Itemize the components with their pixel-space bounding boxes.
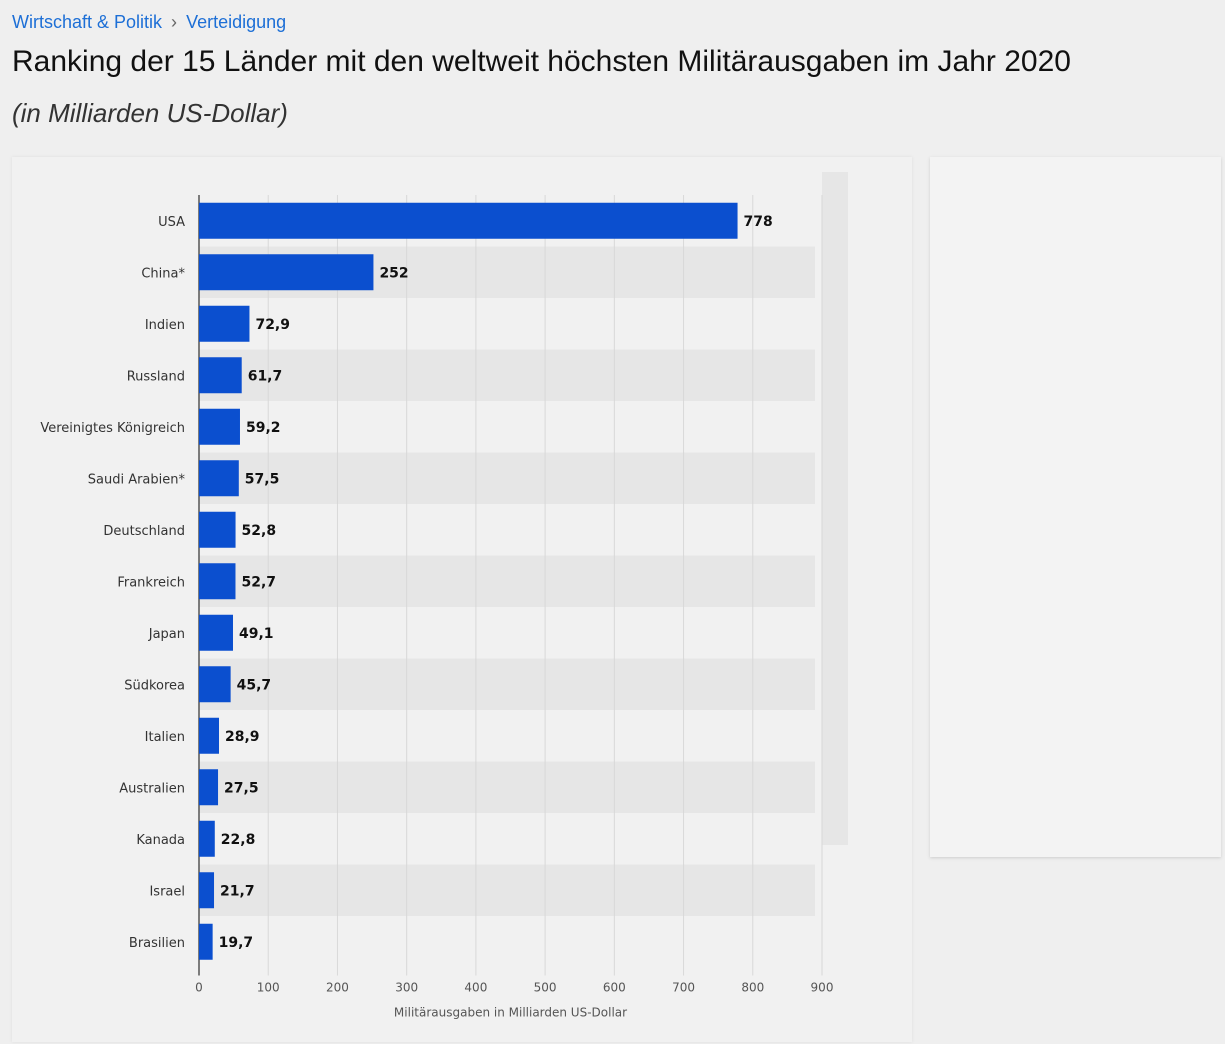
- value-label: 52,7: [241, 574, 276, 590]
- category-label: Vereinigtes Königreich: [40, 421, 185, 436]
- x-tick-label: 600: [603, 981, 626, 995]
- bar-1: [199, 254, 374, 291]
- bar-10: [199, 717, 220, 754]
- category-label: Indien: [145, 318, 185, 333]
- bar-14: [199, 923, 213, 960]
- page-title: Ranking der 15 Länder mit den weltweit h…: [12, 45, 1071, 78]
- page-subtitle: (in Milliarden US-Dollar): [12, 98, 288, 128]
- value-label: 52,8: [242, 523, 277, 539]
- breadcrumb-link-verteidigung[interactable]: Verteidigung: [186, 12, 287, 32]
- category-label: Südkorea: [124, 678, 185, 693]
- value-label: 49,1: [239, 626, 274, 642]
- x-tick-label: 400: [464, 981, 487, 995]
- breadcrumb-link-wirtschaft[interactable]: Wirtschaft & Politik: [12, 12, 163, 32]
- category-label: Australien: [119, 781, 185, 796]
- value-label: 22,8: [221, 832, 256, 848]
- bar-7: [199, 563, 236, 600]
- bar-12: [199, 820, 215, 857]
- category-label: China*: [141, 266, 185, 281]
- x-axis-title: Militärausgaben in Milliarden US-Dollar: [394, 1006, 627, 1020]
- x-tick-label: 800: [741, 981, 764, 995]
- value-label: 59,2: [246, 420, 281, 436]
- row-band: [199, 349, 815, 401]
- value-label: 21,7: [220, 883, 255, 899]
- value-label: 27,5: [224, 780, 259, 796]
- bar-8: [199, 614, 233, 651]
- breadcrumb: Wirtschaft & Politik › Verteidigung: [12, 12, 290, 33]
- category-label: Russland: [127, 369, 185, 384]
- row-band: [199, 555, 815, 607]
- x-tick-label: 0: [195, 981, 203, 995]
- value-label: 57,5: [245, 471, 280, 487]
- bar-4: [199, 408, 240, 445]
- category-label: Italien: [145, 730, 185, 745]
- scrollbar[interactable]: [822, 172, 848, 845]
- value-label: 19,7: [219, 935, 254, 951]
- category-label: USA: [158, 215, 185, 230]
- category-label: Kanada: [136, 833, 185, 848]
- row-band: [199, 761, 815, 813]
- category-label: Brasilien: [129, 936, 185, 951]
- bar-6: [199, 511, 236, 548]
- bar-3: [199, 357, 242, 394]
- bar-13: [199, 872, 215, 909]
- category-label: Japan: [148, 627, 185, 642]
- bar-0: [199, 202, 738, 239]
- x-tick-label: 900: [811, 981, 834, 995]
- value-label: 72,9: [255, 317, 290, 333]
- breadcrumb-separator: ›: [171, 12, 178, 32]
- value-label: 45,7: [237, 677, 272, 693]
- category-label: Deutschland: [103, 524, 185, 539]
- bar-2: [199, 305, 250, 342]
- category-label: Frankreich: [117, 575, 185, 590]
- category-label: Saudi Arabien*: [88, 472, 186, 487]
- side-panel: [930, 157, 1221, 857]
- x-tick-label: 100: [257, 981, 280, 995]
- category-label: Israel: [149, 884, 185, 899]
- x-tick-label: 200: [326, 981, 349, 995]
- value-label: 252: [379, 265, 408, 281]
- row-band: [199, 864, 815, 916]
- row-band: [199, 658, 815, 710]
- x-tick-label: 300: [395, 981, 418, 995]
- bar-11: [199, 769, 219, 806]
- value-label: 778: [744, 214, 773, 230]
- x-tick-label: 700: [672, 981, 695, 995]
- x-tick-label: 500: [534, 981, 557, 995]
- row-band: [199, 452, 815, 504]
- bar-9: [199, 666, 231, 703]
- bar-5: [199, 460, 239, 497]
- value-label: 61,7: [248, 368, 283, 384]
- value-label: 28,9: [225, 729, 260, 745]
